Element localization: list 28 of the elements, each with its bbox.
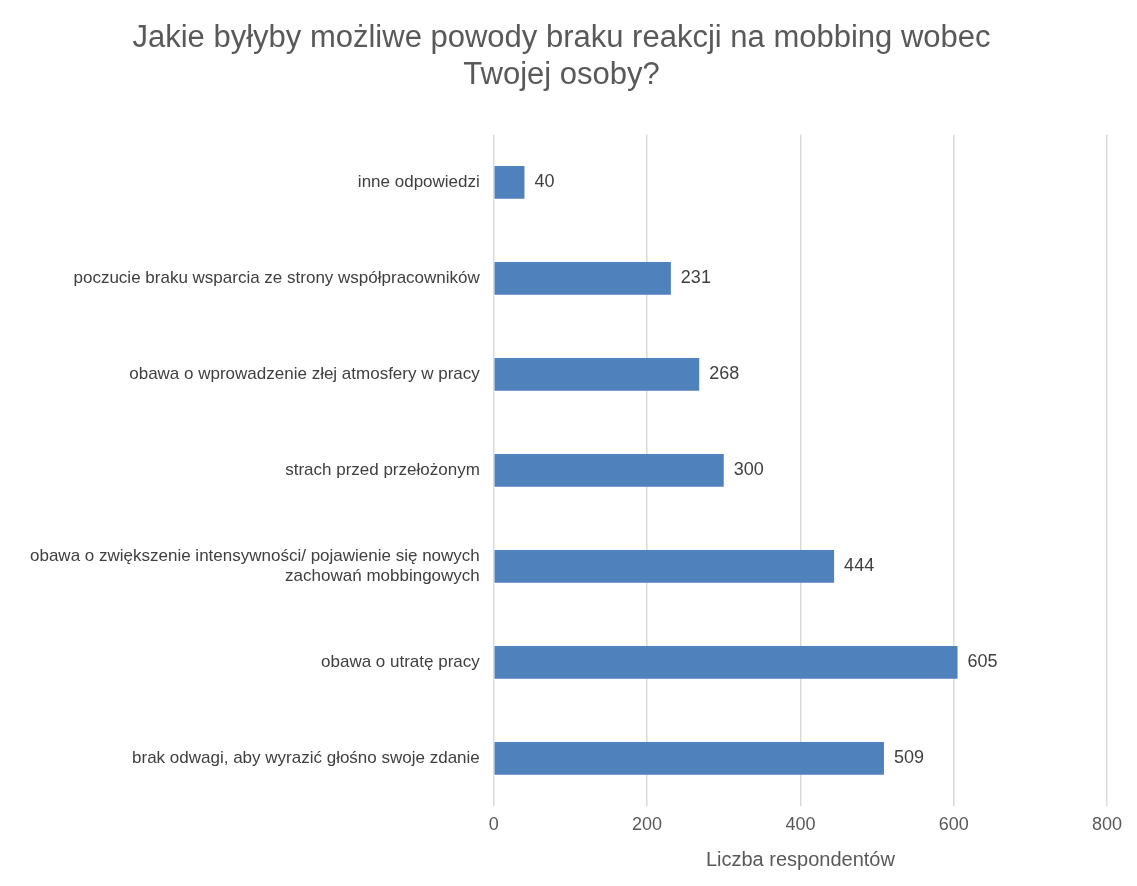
bar (494, 742, 884, 775)
bar (494, 646, 958, 679)
data-label: 268 (709, 363, 740, 384)
chart-title: Jakie byłyby możliwe powody braku reakcji na mobbing wobec Twojej osoby? (132, 19, 991, 92)
data-label: 509 (893, 747, 924, 768)
data-label: 444 (844, 555, 875, 576)
data-label: 605 (967, 651, 998, 672)
y-tick-label: inne odpowiedzi (357, 172, 480, 192)
data-label: 40 (534, 171, 555, 192)
bar (494, 550, 835, 583)
data-label: 231 (680, 267, 711, 288)
bar (494, 262, 671, 295)
x-tick-label: 600 (938, 814, 969, 835)
y-tick-label: obawa o zwiększenie intensywności/ pojawienie się nowych zachowań mobbingowych (30, 545, 480, 586)
x-tick-label: 0 (488, 814, 499, 835)
bar (494, 166, 525, 199)
x-tick-label: 200 (632, 814, 663, 835)
x-tick-label: 400 (785, 814, 816, 835)
y-tick-label: obawa o utratę pracy (321, 652, 481, 672)
data-label: 300 (733, 459, 764, 480)
y-tick-label: strach przed przełożonym (285, 460, 480, 480)
bar (494, 454, 724, 487)
x-tick-label: 800 (1091, 814, 1123, 835)
bar (494, 358, 700, 391)
x-axis-title: Liczba respondentów (705, 847, 896, 870)
y-tick-label: brak odwagi, aby wyrazić głośno swoje zdanie (132, 748, 480, 768)
y-tick-label: obawa o wprowadzenie złej atmosfery w pracy (129, 364, 481, 384)
y-tick-label: poczucie braku wsparcia ze strony współpracowników (73, 268, 481, 288)
